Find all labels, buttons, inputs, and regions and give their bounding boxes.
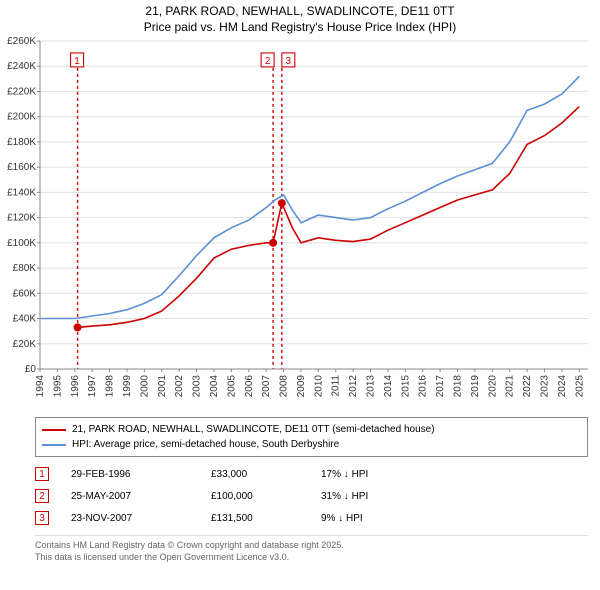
svg-text:2007: 2007 bbox=[261, 375, 272, 398]
svg-text:2018: 2018 bbox=[453, 375, 464, 398]
sales-price: £33,000 bbox=[211, 469, 321, 480]
title-line2: Price paid vs. HM Land Registry's House … bbox=[0, 20, 600, 36]
svg-text:2019: 2019 bbox=[470, 375, 481, 398]
legend-label: HPI: Average price, semi-detached house,… bbox=[72, 437, 339, 452]
svg-text:£180K: £180K bbox=[7, 137, 36, 148]
svg-text:2011: 2011 bbox=[331, 375, 342, 397]
svg-text:2022: 2022 bbox=[522, 375, 533, 398]
svg-text:2024: 2024 bbox=[557, 375, 568, 398]
sales-price: £100,000 bbox=[211, 491, 321, 502]
svg-text:£260K: £260K bbox=[7, 36, 36, 47]
svg-text:2002: 2002 bbox=[174, 375, 185, 398]
svg-text:£60K: £60K bbox=[13, 288, 37, 299]
sales-row: 1 29-FEB-1996£33,00017% ↓ HPI bbox=[35, 463, 588, 485]
sales-price: £131,500 bbox=[211, 513, 321, 524]
sales-diff: 9% ↓ HPI bbox=[321, 513, 441, 524]
sales-marker-number: 3 bbox=[35, 511, 49, 525]
svg-text:2012: 2012 bbox=[348, 375, 359, 398]
svg-text:2006: 2006 bbox=[244, 375, 255, 398]
svg-text:2025: 2025 bbox=[574, 375, 585, 398]
chart-title: 21, PARK ROAD, NEWHALL, SWADLINCOTE, DE1… bbox=[0, 0, 600, 35]
svg-text:2013: 2013 bbox=[366, 375, 377, 398]
sales-date: 23-NOV-2007 bbox=[71, 513, 211, 524]
svg-text:£40K: £40K bbox=[13, 314, 37, 325]
svg-text:2021: 2021 bbox=[505, 375, 516, 398]
title-line1: 21, PARK ROAD, NEWHALL, SWADLINCOTE, DE1… bbox=[0, 4, 600, 20]
legend-item: HPI: Average price, semi-detached house,… bbox=[42, 437, 581, 452]
svg-text:2004: 2004 bbox=[209, 375, 220, 398]
svg-text:£0: £0 bbox=[25, 364, 37, 375]
svg-text:2000: 2000 bbox=[139, 375, 150, 398]
chart-area: £0 £20K £40K £60K £80K £100K £120K £140K £160K £1… bbox=[0, 35, 600, 415]
legend: 21, PARK ROAD, NEWHALL, SWADLINCOTE, DE1… bbox=[35, 417, 588, 457]
svg-text:1999: 1999 bbox=[122, 375, 133, 398]
svg-text:2014: 2014 bbox=[383, 375, 394, 398]
svg-text:2009: 2009 bbox=[296, 375, 307, 398]
sales-table: 1 29-FEB-1996£33,00017% ↓ HPI 2 25-MAY-2007… bbox=[35, 463, 588, 529]
footnote-line2: This data is licensed under the Open Gov… bbox=[35, 552, 588, 564]
footnote: Contains HM Land Registry data © Crown c… bbox=[35, 535, 588, 563]
svg-text:2: 2 bbox=[265, 56, 271, 67]
svg-text:1996: 1996 bbox=[70, 375, 81, 398]
sales-diff: 31% ↓ HPI bbox=[321, 491, 441, 502]
svg-text:2010: 2010 bbox=[313, 375, 324, 398]
sales-row: 3 23-NOV-2007£131,5009% ↓ HPI bbox=[35, 507, 588, 529]
sales-diff: 17% ↓ HPI bbox=[321, 469, 441, 480]
svg-text:2015: 2015 bbox=[400, 375, 411, 398]
svg-text:2016: 2016 bbox=[418, 375, 429, 398]
svg-text:1: 1 bbox=[74, 56, 80, 67]
svg-text:2005: 2005 bbox=[226, 375, 237, 398]
svg-text:£20K: £20K bbox=[13, 339, 37, 350]
legend-label: 21, PARK ROAD, NEWHALL, SWADLINCOTE, DE1… bbox=[72, 422, 435, 437]
legend-swatch bbox=[42, 429, 66, 431]
sales-date: 25-MAY-2007 bbox=[71, 491, 211, 502]
svg-text:1997: 1997 bbox=[87, 375, 98, 398]
sales-row: 2 25-MAY-2007£100,00031% ↓ HPI bbox=[35, 485, 588, 507]
svg-text:£100K: £100K bbox=[7, 238, 36, 249]
svg-text:2008: 2008 bbox=[279, 375, 290, 398]
svg-text:2020: 2020 bbox=[487, 375, 498, 398]
svg-text:2003: 2003 bbox=[192, 375, 203, 398]
svg-text:2023: 2023 bbox=[540, 375, 551, 398]
svg-text:£140K: £140K bbox=[7, 188, 36, 199]
svg-text:£200K: £200K bbox=[7, 112, 36, 123]
legend-swatch bbox=[42, 444, 66, 446]
footnote-line1: Contains HM Land Registry data © Crown c… bbox=[35, 540, 588, 552]
line-chart: £0 £20K £40K £60K £80K £100K £120K £140K £160K £1… bbox=[0, 35, 600, 415]
sales-marker-number: 2 bbox=[35, 489, 49, 503]
svg-text:1995: 1995 bbox=[52, 375, 63, 398]
legend-item: 21, PARK ROAD, NEWHALL, SWADLINCOTE, DE1… bbox=[42, 422, 581, 437]
svg-text:£220K: £220K bbox=[7, 87, 36, 98]
svg-text:£240K: £240K bbox=[7, 61, 36, 72]
svg-text:2001: 2001 bbox=[157, 375, 168, 398]
svg-text:£160K: £160K bbox=[7, 162, 36, 173]
sales-marker-number: 1 bbox=[35, 467, 49, 481]
sales-date: 29-FEB-1996 bbox=[71, 469, 211, 480]
svg-text:£80K: £80K bbox=[13, 263, 37, 274]
svg-text:1994: 1994 bbox=[35, 375, 46, 398]
svg-text:£120K: £120K bbox=[7, 213, 36, 224]
svg-text:1998: 1998 bbox=[105, 375, 116, 398]
svg-text:2017: 2017 bbox=[435, 375, 446, 398]
svg-text:3: 3 bbox=[286, 56, 292, 67]
